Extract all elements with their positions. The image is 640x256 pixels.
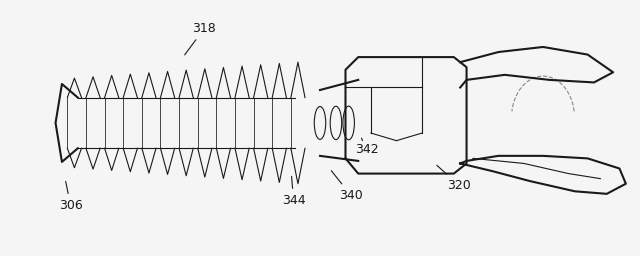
- Text: 306: 306: [59, 181, 83, 212]
- Text: 344: 344: [282, 176, 305, 207]
- Text: 342: 342: [355, 138, 379, 156]
- Text: 320: 320: [436, 165, 471, 192]
- Text: 340: 340: [332, 171, 363, 202]
- Text: 318: 318: [185, 22, 216, 55]
